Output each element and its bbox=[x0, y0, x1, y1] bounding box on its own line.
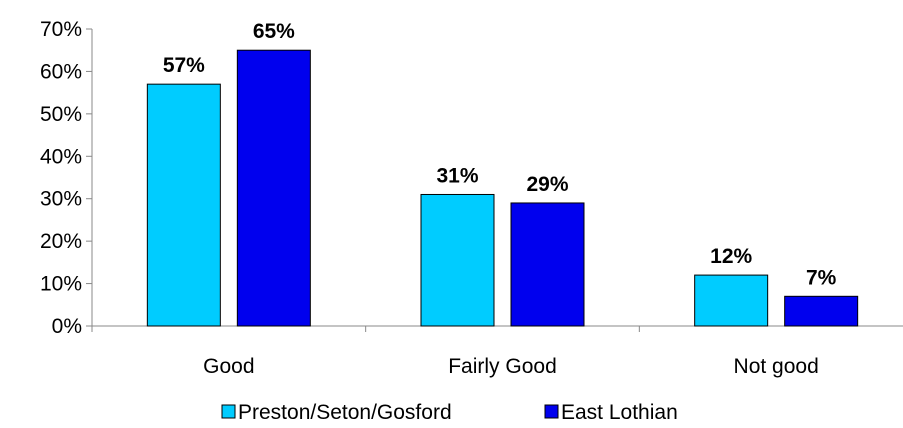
legend-label: East Lothian bbox=[561, 401, 678, 424]
bar-series-2 bbox=[510, 202, 585, 327]
bar-series-1 bbox=[146, 83, 221, 327]
legend-swatch bbox=[221, 404, 236, 419]
x-category-label: Good bbox=[203, 355, 254, 378]
data-label: 29% bbox=[526, 173, 568, 196]
bars: 57% 31% 12% 65% 29% 7% bbox=[146, 20, 859, 327]
legend-swatch bbox=[544, 404, 559, 419]
y-tick-label: 10% bbox=[40, 273, 82, 296]
data-label: 31% bbox=[436, 164, 478, 187]
bar-series-1 bbox=[420, 193, 495, 327]
bar-series-2 bbox=[236, 49, 311, 327]
y-tick-label: 40% bbox=[40, 145, 82, 168]
x-category-label: Fairly Good bbox=[448, 355, 557, 378]
x-category-label: Not good bbox=[734, 355, 819, 378]
bar-series-2 bbox=[784, 295, 859, 327]
y-tick-label: 60% bbox=[40, 60, 82, 83]
y-tick-label: 50% bbox=[40, 103, 82, 126]
data-label: 12% bbox=[710, 245, 752, 268]
data-label: 7% bbox=[806, 266, 837, 289]
bar-series-1 bbox=[694, 274, 769, 327]
legend-label: Preston/Seton/Gosford bbox=[238, 401, 452, 424]
data-label: 57% bbox=[163, 54, 205, 77]
legend: Preston/Seton/Gosford East Lothian bbox=[221, 401, 678, 424]
y-tick-label: 30% bbox=[40, 188, 82, 211]
axes: 0% 10% 20% 30% 40% 50% 60% 70% Good Fairly Good No… bbox=[40, 18, 903, 378]
y-tick-label: 20% bbox=[40, 230, 82, 253]
y-tick-label: 0% bbox=[52, 315, 82, 338]
y-tick-label: 70% bbox=[40, 18, 82, 41]
data-label: 65% bbox=[253, 20, 295, 43]
